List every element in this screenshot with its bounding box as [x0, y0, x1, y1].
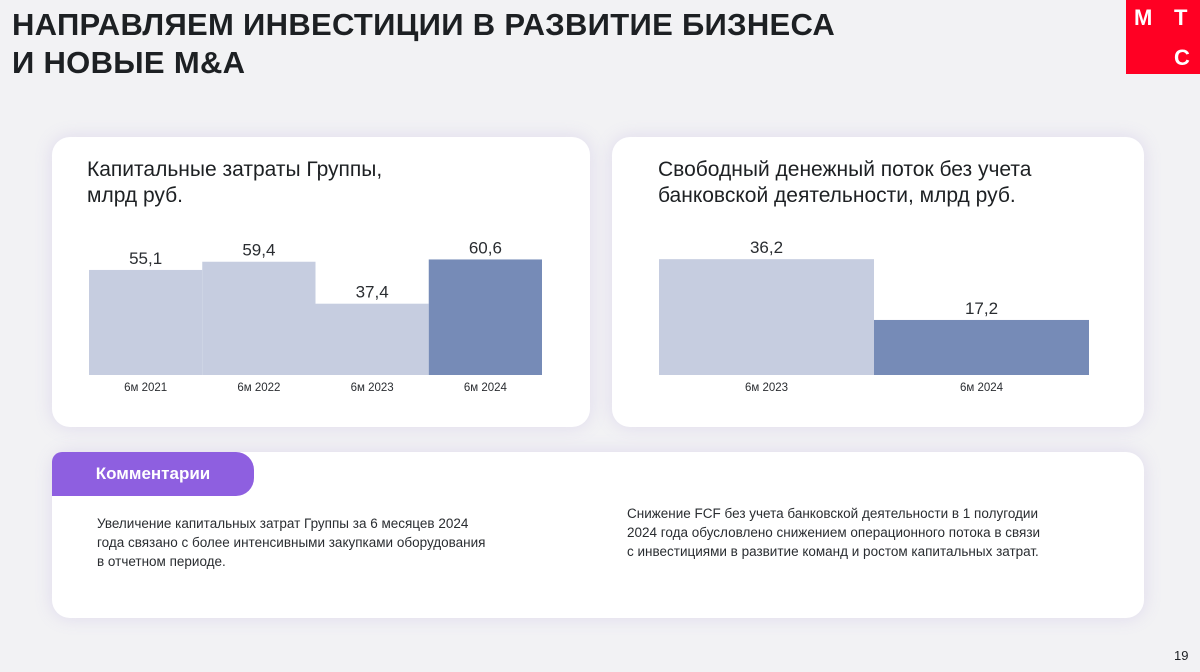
page-number: 19 — [1174, 648, 1189, 663]
mts-logo: М Т С — [1126, 0, 1200, 74]
logo-letter: С — [1174, 45, 1190, 70]
comment-line: Увеличение капитальных затрат Группы за … — [97, 516, 469, 531]
fcf-card: Свободный денежный поток без учета банко… — [612, 137, 1144, 427]
chart-title-line: Капитальные затраты Группы, — [87, 158, 383, 181]
comment-capex: Увеличение капитальных затрат Группы за … — [97, 514, 485, 571]
x-tick-label: 6м 2024 — [464, 382, 508, 394]
x-tick-label: 6м 2024 — [960, 382, 1004, 394]
bar — [202, 261, 316, 375]
bar-value-label: 36,2 — [750, 238, 783, 257]
bar-value-label: 37,4 — [356, 283, 389, 302]
x-tick-label: 6м 2022 — [237, 382, 280, 394]
comment-line: с инвестициями в развитие команд и росто… — [627, 544, 1039, 559]
fcf-chart: 36,2 6м 2023 17,2 6м 2024 — [659, 238, 1089, 394]
logo-letter: М — [1134, 5, 1153, 30]
bar-value-label: 17,2 — [965, 299, 998, 318]
bar-value-label: 59,4 — [242, 241, 275, 260]
slide-title-line: И НОВЫЕ M&A — [12, 45, 246, 80]
comment-line: в отчетном периоде. — [97, 554, 226, 569]
comment-fcf: Снижение FCF без учета банковской деятел… — [627, 504, 1040, 561]
comment-line: Снижение FCF без учета банковской деятел… — [627, 506, 1038, 521]
logo-letter: Т — [1174, 5, 1188, 30]
fcf-chart-title: Свободный денежный поток без учета банко… — [658, 157, 1031, 209]
bar — [89, 269, 203, 375]
comment-line: 2024 года обусловлено снижением операцио… — [627, 525, 1041, 540]
capex-chart-title: Капитальные затраты Группы, млрд руб. — [87, 157, 382, 209]
slide-title-line: НАПРАВЛЯЕМ ИНВЕСТИЦИИ В РАЗВИТИЕ БИЗНЕСА — [12, 7, 836, 42]
chart-title-line: Свободный денежный поток без учета — [658, 158, 1032, 181]
chart-title-line: млрд руб. — [87, 184, 184, 207]
bar — [659, 259, 874, 375]
chart-title-line: банковской деятельности, млрд руб. — [658, 184, 1016, 207]
capex-chart: 55,1 6м 2021 59,4 6м 2022 37,4 6м 2023 60,6 6м … — [89, 238, 542, 394]
capex-card: Капитальные затраты Группы, млрд руб. 55… — [52, 137, 590, 427]
bar — [428, 259, 542, 375]
comments-tab: Комментарии — [52, 452, 254, 496]
bar — [874, 319, 1089, 375]
bar-value-label: 55,1 — [129, 249, 162, 268]
x-tick-label: 6м 2021 — [124, 382, 167, 394]
slide-title: НАПРАВЛЯЕМ ИНВЕСТИЦИИ В РАЗВИТИЕ БИЗНЕСА… — [12, 6, 835, 82]
bar — [315, 303, 429, 375]
comment-line: года связано с более интенсивными закупк… — [97, 535, 486, 550]
x-tick-label: 6м 2023 — [351, 382, 394, 394]
x-tick-label: 6м 2023 — [745, 382, 788, 394]
bar-value-label: 60,6 — [469, 238, 502, 257]
